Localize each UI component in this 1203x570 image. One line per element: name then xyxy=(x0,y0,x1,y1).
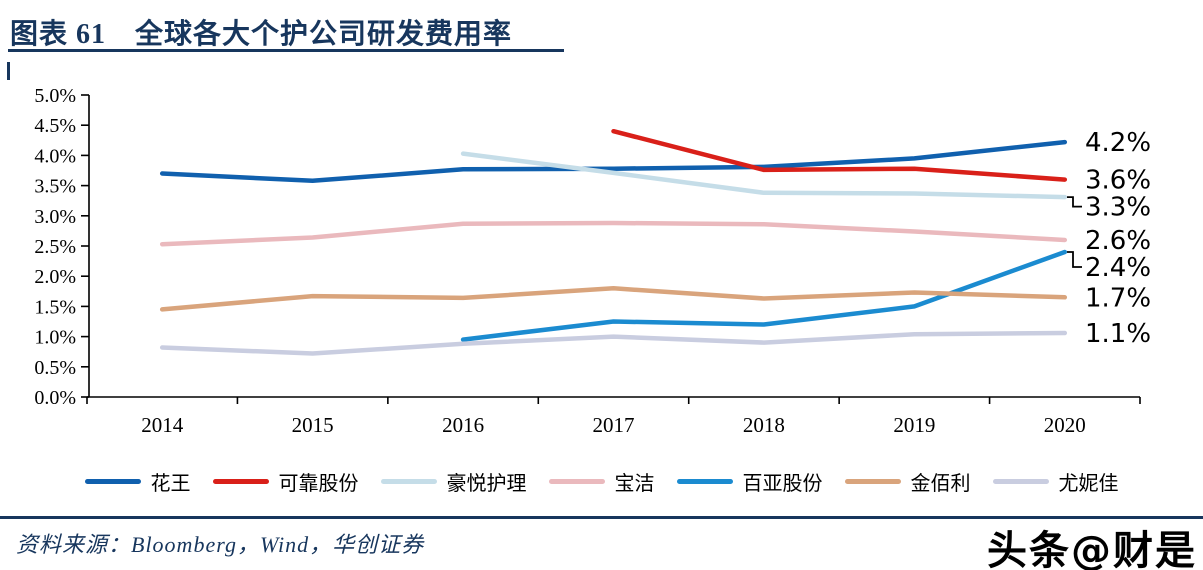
legend-item-宝洁: 宝洁 xyxy=(548,467,655,496)
series-end-label-可靠股份: 3.6% xyxy=(1085,166,1151,196)
legend-label: 金佰利 xyxy=(910,473,971,495)
x-tick-label: 2016 xyxy=(442,413,484,437)
y-tick-label: 2.0% xyxy=(34,266,76,288)
legend-label: 尤妮佳 xyxy=(1058,473,1119,495)
series-line-豪悦护理 xyxy=(460,151,1068,200)
legend-item-花王: 花王 xyxy=(84,467,191,496)
y-tick-label: 3.5% xyxy=(34,176,76,198)
y-tick-label: 3.0% xyxy=(34,206,76,228)
x-tick-label: 2019 xyxy=(893,413,935,437)
legend-label: 百亚股份 xyxy=(742,473,823,495)
legend-swatch xyxy=(548,479,605,484)
series-end-label-宝洁: 2.6% xyxy=(1085,226,1151,256)
chart-title: 图表 61 全球各大个护公司研发费用率 xyxy=(10,19,513,50)
series-end-label-豪悦护理: 3.3% xyxy=(1085,193,1151,223)
bottom-divider xyxy=(0,516,1203,519)
legend-swatch xyxy=(84,479,141,484)
legend-swatch xyxy=(380,479,437,484)
x-tick-label: 2014 xyxy=(141,413,184,437)
x-tick-label: 2017 xyxy=(593,413,635,437)
y-tick-label: 5.0% xyxy=(34,85,76,107)
legend-item-百亚股份: 百亚股份 xyxy=(676,467,823,496)
legend-label: 花王 xyxy=(150,473,191,495)
x-tick-label: 2015 xyxy=(292,413,334,437)
series-end-label-百亚股份: 2.4% xyxy=(1085,253,1151,283)
legend-label: 可靠股份 xyxy=(278,473,359,495)
series-line-可靠股份 xyxy=(611,128,1068,182)
series-line-宝洁 xyxy=(159,220,1068,247)
legend-swatch xyxy=(844,479,901,484)
series-end-label-尤妮佳: 1.1% xyxy=(1085,319,1151,349)
legend-swatch xyxy=(212,479,269,484)
y-tick-label: 4.5% xyxy=(34,115,76,137)
series-line-百亚股份 xyxy=(460,249,1068,342)
series-line-花王 xyxy=(159,139,1068,184)
y-tick-label: 1.5% xyxy=(34,296,76,318)
series-end-label-金佰利: 1.7% xyxy=(1085,283,1151,313)
watermark: 头条@财是 xyxy=(987,528,1197,570)
label-connector xyxy=(1067,251,1082,268)
series-end-label-花王: 4.2% xyxy=(1085,128,1151,158)
label-connector xyxy=(1067,196,1082,208)
legend-swatch xyxy=(992,479,1049,484)
legend: 花王 可靠股份 豪悦护理 宝洁 百亚股份 金佰利 尤妮佳 xyxy=(0,467,1203,496)
y-tick-label: 4.0% xyxy=(34,145,76,167)
axes xyxy=(81,94,1141,404)
y-tick-label: 2.5% xyxy=(34,236,76,258)
legend-item-尤妮佳: 尤妮佳 xyxy=(992,467,1119,496)
legend-label: 宝洁 xyxy=(614,473,655,495)
left-accent-bar xyxy=(7,62,10,80)
title-underline xyxy=(8,49,564,52)
legend-item-豪悦护理: 豪悦护理 xyxy=(380,467,527,496)
legend-item-可靠股份: 可靠股份 xyxy=(212,467,359,496)
y-tick-label: 1.0% xyxy=(34,327,76,349)
y-tick-label: 0.0% xyxy=(34,387,76,409)
x-tick-label: 2018 xyxy=(743,413,785,437)
series-line-金佰利 xyxy=(159,286,1068,312)
series-line-尤妮佳 xyxy=(159,330,1068,356)
legend-item-金佰利: 金佰利 xyxy=(844,467,971,496)
legend-label: 豪悦护理 xyxy=(446,473,527,495)
legend-swatch xyxy=(676,479,733,484)
x-tick-label: 2020 xyxy=(1044,413,1086,437)
y-tick-label: 0.5% xyxy=(34,357,76,379)
source-note: 资料来源：Bloomberg，Wind，华创证券 xyxy=(16,532,425,557)
